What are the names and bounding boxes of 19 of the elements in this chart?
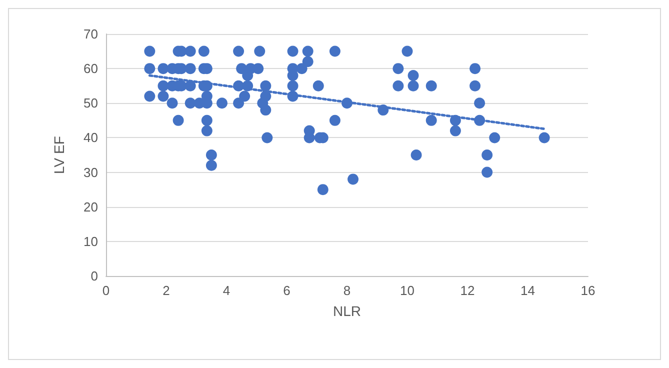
y-tick-label: 70 bbox=[84, 26, 98, 42]
y-tick-label: 0 bbox=[90, 268, 98, 284]
x-tick-label: 2 bbox=[162, 283, 170, 298]
x-tick-label: 16 bbox=[580, 283, 596, 298]
x-tick-label: 6 bbox=[283, 283, 290, 298]
y-tick-label: 60 bbox=[84, 61, 98, 76]
y-axis-title: LV EF bbox=[51, 136, 67, 174]
x-tick-label: 0 bbox=[102, 283, 110, 298]
x-tick-label: 4 bbox=[222, 283, 230, 298]
y-tick-label: 40 bbox=[84, 130, 98, 146]
y-tick-label: 10 bbox=[84, 234, 98, 249]
x-axis-title: NLR bbox=[332, 303, 362, 319]
x-tick-label: 14 bbox=[520, 283, 535, 298]
y-tick-label: 50 bbox=[84, 96, 98, 111]
x-tick-label: 10 bbox=[400, 283, 414, 298]
x-tick-label: 12 bbox=[460, 283, 475, 298]
x-tick-label: 8 bbox=[343, 283, 351, 298]
y-tick-label: 30 bbox=[84, 164, 98, 180]
y-tick-label: 20 bbox=[84, 199, 98, 214]
